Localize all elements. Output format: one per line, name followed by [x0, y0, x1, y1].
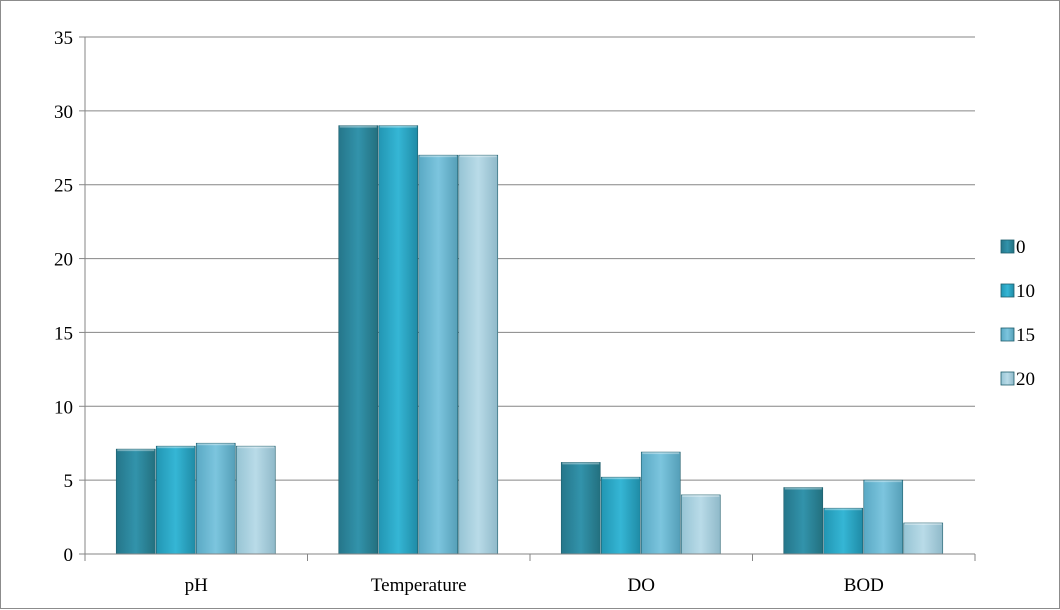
bar: [155, 445, 196, 555]
bars: [115, 125, 944, 555]
category-label: Temperature: [371, 575, 467, 596]
legend: 0 10 15 20: [1000, 237, 1035, 390]
bar-highlight: [864, 480, 902, 483]
bar-highlight: [824, 508, 862, 511]
bar: [783, 487, 824, 555]
legend-swatch: [1000, 283, 1015, 298]
y-tick-label: 30: [54, 102, 73, 123]
legend-label: 20: [1016, 369, 1035, 390]
bar-highlight: [904, 522, 942, 525]
bar-highlight: [562, 462, 600, 465]
bar-highlight: [379, 125, 417, 128]
bar: [458, 154, 499, 555]
y-axis-tick-labels: 0 5 10 15 20 25 30 35: [54, 28, 73, 566]
bar: [600, 476, 641, 555]
bar-highlight: [419, 155, 457, 158]
bar-highlight: [602, 477, 640, 480]
bar: [680, 494, 721, 555]
y-tick-label: 5: [64, 471, 74, 492]
legend-swatch: [1000, 327, 1015, 342]
bar: [338, 125, 379, 555]
legend-swatch: [1000, 371, 1015, 386]
bar: [378, 125, 419, 555]
category-label: DO: [628, 575, 655, 596]
bar-highlight: [642, 452, 680, 455]
bar: [903, 522, 944, 555]
bar-highlight: [784, 487, 822, 490]
bar-highlight: [197, 443, 235, 446]
category-label: BOD: [844, 575, 884, 596]
axes: [84, 37, 976, 561]
bar: [115, 448, 156, 555]
bar-highlight: [339, 125, 377, 128]
bar-highlight: [157, 446, 195, 449]
bar-highlight: [682, 494, 720, 497]
bar-highlight: [459, 155, 497, 158]
y-tick-label: 35: [54, 28, 73, 49]
bar: [195, 442, 236, 555]
y-tick-label: 0: [64, 545, 74, 566]
bar: [560, 462, 601, 555]
y-tick-label: 10: [54, 397, 73, 418]
bar: [640, 451, 681, 555]
category-label: pH: [185, 575, 209, 596]
bar-highlight: [117, 449, 155, 452]
bar: [235, 445, 276, 555]
category-labels: pH Temperature DO BOD: [185, 575, 884, 596]
bar: [823, 507, 864, 555]
bar: [863, 479, 904, 555]
legend-label: 10: [1016, 281, 1035, 302]
legend-label: 0: [1016, 237, 1026, 258]
bar: [418, 154, 459, 555]
legend-label: 15: [1016, 325, 1035, 346]
y-tick-label: 20: [54, 250, 73, 271]
y-tick-label: 25: [54, 176, 73, 197]
y-tick-label: 15: [54, 323, 73, 344]
bar-highlight: [237, 446, 275, 449]
legend-swatch: [1000, 239, 1015, 254]
